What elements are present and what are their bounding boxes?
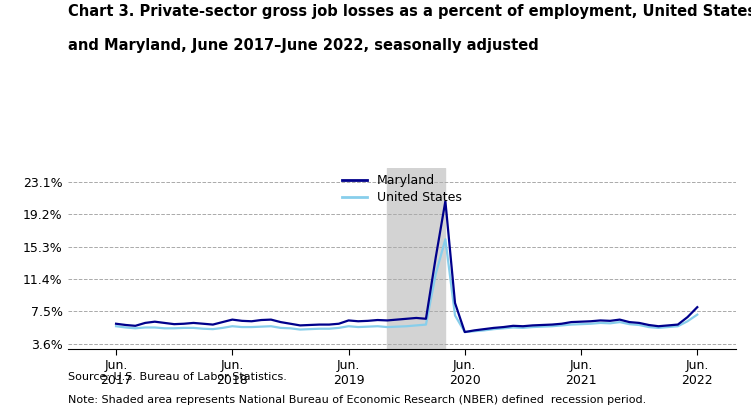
Text: Chart 3. Private-sector gross job losses as a percent of employment, United Stat: Chart 3. Private-sector gross job losses… (68, 4, 751, 19)
Text: Note: Shaded area represents National Bureau of Economic Research (NBER) defined: Note: Shaded area represents National Bu… (68, 395, 646, 405)
Bar (388, 168, 445, 349)
Text: Source: U.S. Bureau of Labor Statistics.: Source: U.S. Bureau of Labor Statistics. (68, 372, 286, 382)
Text: and Maryland, June 2017–June 2022, seasonally adjusted: and Maryland, June 2017–June 2022, seaso… (68, 38, 538, 53)
Legend: Maryland, United States: Maryland, United States (342, 174, 462, 204)
